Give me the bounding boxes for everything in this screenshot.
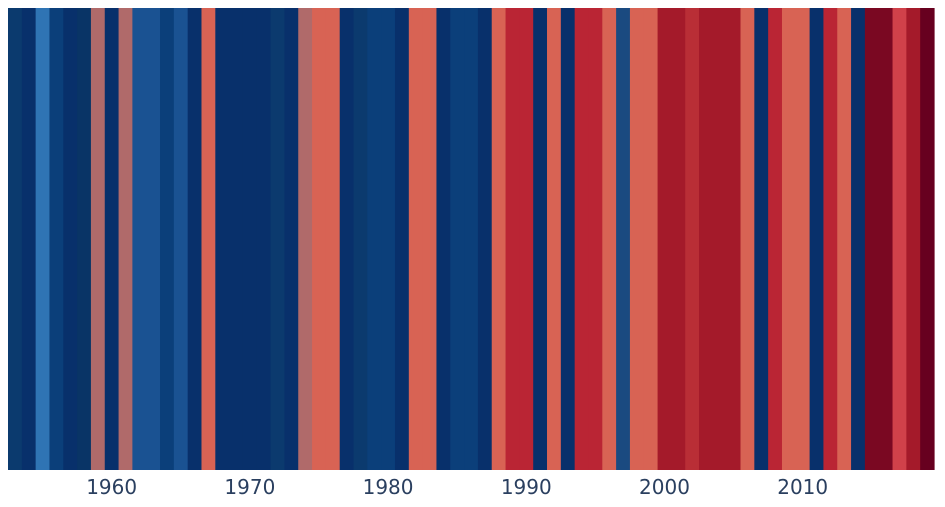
stripe-1988 bbox=[491, 8, 507, 470]
stripe-1986 bbox=[464, 8, 479, 470]
stripe-2008 bbox=[768, 8, 783, 470]
stripe-1994 bbox=[574, 8, 590, 470]
stripe-1989 bbox=[505, 8, 520, 470]
stripe-2012 bbox=[823, 8, 838, 470]
stripe-1984 bbox=[436, 8, 451, 470]
stripe-1961 bbox=[118, 8, 133, 470]
stripe-1954 bbox=[21, 8, 37, 470]
stripe-2005 bbox=[726, 8, 742, 470]
stripe-1982 bbox=[408, 8, 424, 470]
x-tick-label: 1960 bbox=[86, 475, 137, 499]
stripe-1960 bbox=[104, 8, 120, 470]
stripe-1977 bbox=[339, 8, 355, 470]
stripe-1979 bbox=[367, 8, 382, 470]
stripe-2009 bbox=[781, 8, 797, 470]
stripe-1965 bbox=[173, 8, 189, 470]
stripe-2011 bbox=[809, 8, 825, 470]
stripe-1955 bbox=[35, 8, 51, 470]
stripe-1983 bbox=[422, 8, 438, 470]
stripe-2019 bbox=[920, 8, 935, 470]
stripe-1968 bbox=[215, 8, 230, 470]
stripe-1987 bbox=[477, 8, 493, 470]
stripe-1964 bbox=[160, 8, 175, 470]
stripe-2007 bbox=[754, 8, 769, 470]
stripe-1995 bbox=[588, 8, 603, 470]
stripe-1996 bbox=[602, 8, 617, 470]
stripe-2014 bbox=[851, 8, 866, 470]
stripe-1953 bbox=[8, 8, 23, 470]
x-tick-label: 2010 bbox=[777, 475, 828, 499]
stripe-1972 bbox=[270, 8, 286, 470]
stripe-2016 bbox=[878, 8, 894, 470]
stripe-2002 bbox=[685, 8, 700, 470]
stripe-2010 bbox=[795, 8, 811, 470]
stripe-1998 bbox=[629, 8, 645, 470]
stripe-1993 bbox=[560, 8, 576, 470]
stripe-2015 bbox=[864, 8, 880, 470]
stripe-1992 bbox=[547, 8, 562, 470]
stripe-2001 bbox=[671, 8, 686, 470]
stripe-1978 bbox=[353, 8, 368, 470]
stripe-1958 bbox=[77, 8, 92, 470]
stripe-1970 bbox=[242, 8, 258, 470]
stripe-1959 bbox=[90, 8, 106, 470]
stripe-2006 bbox=[740, 8, 755, 470]
x-tick-label: 1980 bbox=[363, 475, 414, 499]
stripe-1962 bbox=[132, 8, 147, 470]
stripe-1997 bbox=[616, 8, 631, 470]
stripe-2000 bbox=[657, 8, 672, 470]
stripe-1981 bbox=[394, 8, 410, 470]
stripe-1974 bbox=[298, 8, 313, 470]
stripe-2017 bbox=[892, 8, 907, 470]
stripe-1980 bbox=[381, 8, 396, 470]
stripe-1991 bbox=[533, 8, 548, 470]
stripe-2018 bbox=[906, 8, 921, 470]
stripe-1999 bbox=[643, 8, 659, 470]
stripe-1976 bbox=[325, 8, 341, 470]
stripe-1969 bbox=[229, 8, 244, 470]
stripes-group bbox=[8, 8, 935, 470]
stripe-1963 bbox=[146, 8, 161, 470]
stripe-1990 bbox=[519, 8, 534, 470]
stripe-1975 bbox=[312, 8, 327, 470]
stripe-2013 bbox=[837, 8, 852, 470]
stripe-1957 bbox=[63, 8, 78, 470]
stripe-1966 bbox=[187, 8, 203, 470]
stripe-2004 bbox=[712, 8, 728, 470]
stripe-1967 bbox=[201, 8, 216, 470]
stripe-2003 bbox=[699, 8, 714, 470]
stripe-1956 bbox=[49, 8, 64, 470]
stripe-1973 bbox=[284, 8, 299, 470]
x-tick-label: 2000 bbox=[639, 475, 690, 499]
x-axis-ticks: 1960 1970 1980 1990 2000 2010 bbox=[86, 475, 828, 499]
stripe-1985 bbox=[450, 8, 465, 470]
x-tick-label: 1970 bbox=[224, 475, 275, 499]
x-tick-label: 1990 bbox=[501, 475, 552, 499]
stripe-1971 bbox=[256, 8, 272, 470]
